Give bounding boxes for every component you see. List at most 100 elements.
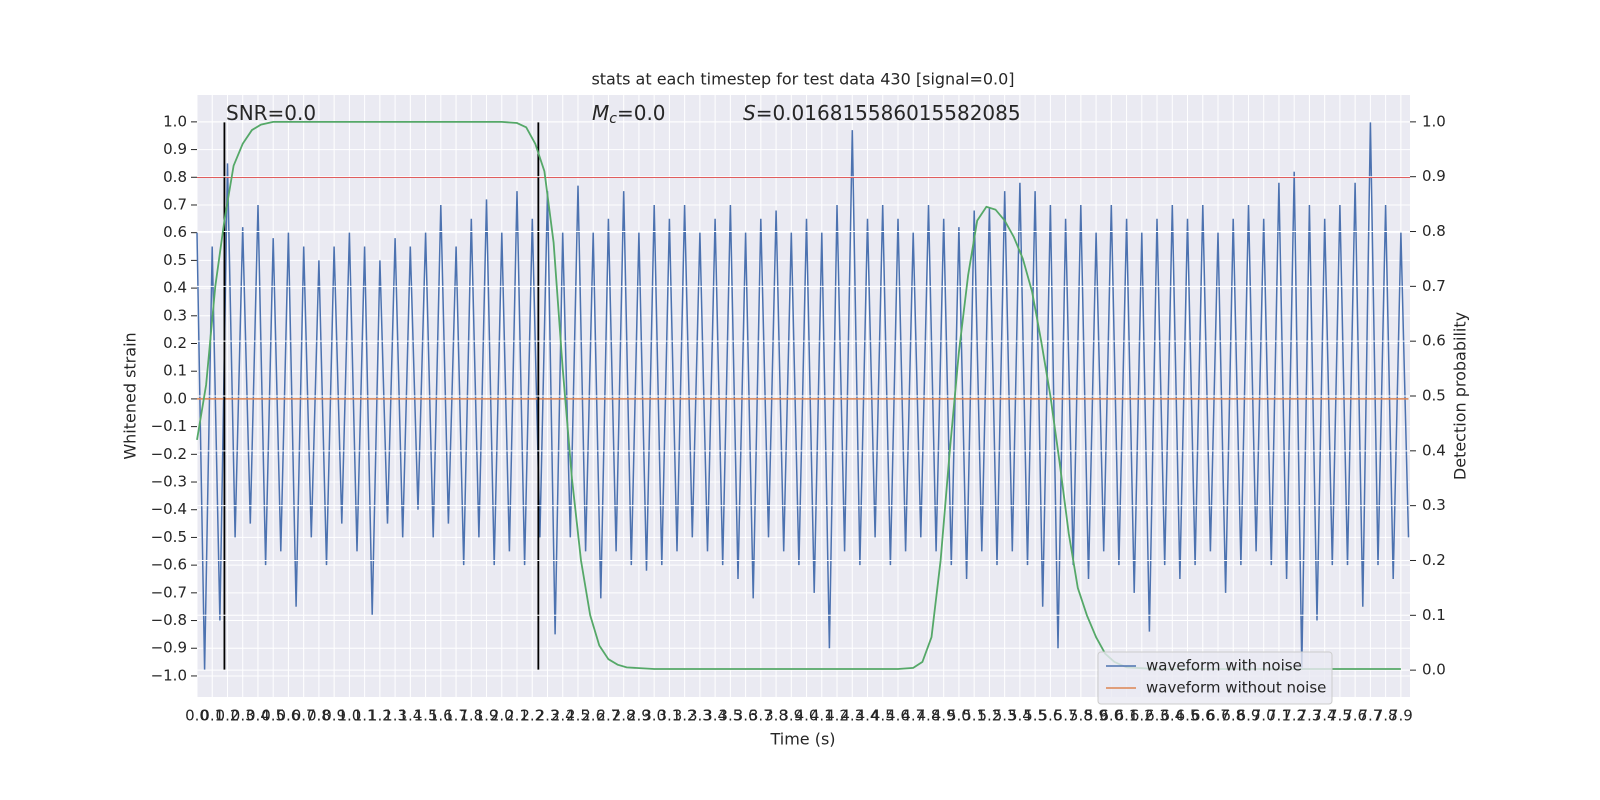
x-tick-label: 7.2 (1282, 707, 1306, 725)
x-tick-label: 5.5 (1023, 707, 1047, 725)
y2-tick-label: 0.1 (1422, 606, 1446, 624)
y-axis-label: Whitened strain (121, 332, 140, 459)
x-tick-label: 2.4 (551, 707, 575, 725)
x-tick-label: 0.4 (246, 707, 270, 725)
annotation: S=0.016815586015582085 (743, 101, 1021, 125)
x-tick-label: 6.2 (1130, 707, 1154, 725)
y-tick-label: −0.5 (151, 528, 187, 546)
y2-tick-label: 0.2 (1422, 551, 1446, 569)
x-tick-label: 0.1 (200, 707, 224, 725)
x-tick-label: 6.7 (1206, 707, 1230, 725)
annotation-text: =0.0 (617, 101, 666, 125)
x-tick-label: 1.4 (398, 707, 422, 725)
y-tick-label: −0.6 (151, 556, 187, 574)
x-tick-label: 3.4 (703, 707, 727, 725)
x-tick-label: 3.8 (764, 707, 788, 725)
x-tick-label: 7.9 (1389, 707, 1413, 725)
x-tick-label: 2.5 (566, 707, 590, 725)
x-tick-label: 7.1 (1267, 707, 1291, 725)
y-tick-label: −0.4 (151, 500, 187, 518)
x-tick-label: 4.1 (810, 707, 834, 725)
y2-tick-label: 0.4 (1422, 441, 1446, 459)
x-tick-label: 7.0 (1252, 707, 1276, 725)
data-line (196, 121, 1401, 670)
x-tick-label: 5.9 (1084, 707, 1108, 725)
y-tick-label: −0.8 (151, 611, 187, 629)
y2-axis-label: Detection probability (1451, 312, 1470, 480)
x-tick-label: 6.9 (1237, 707, 1261, 725)
y2-tick-label: 0.0 (1422, 661, 1446, 679)
x-tick-label: 1.5 (414, 707, 438, 725)
x-tick-label: 1.8 (459, 707, 483, 725)
x-tick-label: 2.9 (627, 707, 651, 725)
data-line (196, 121, 1410, 671)
x-tick-label: 0.7 (292, 707, 316, 725)
y-tick-label: −0.3 (151, 473, 187, 491)
y-tick-label: −0.1 (151, 417, 187, 435)
x-tick-label: 5.0 (947, 707, 971, 725)
y-tick-label: 1.0 (163, 112, 187, 130)
chart-title: stats at each timestep for test data 430… (591, 70, 1014, 89)
x-tick-label: 5.8 (1069, 707, 1093, 725)
x-tick-label: 7.5 (1328, 707, 1352, 725)
y-tick-label: 0.0 (163, 389, 187, 407)
y-tick-label: 0.7 (163, 195, 187, 213)
x-tick-label: 4.4 (856, 707, 880, 725)
x-tick-label: 0.6 (277, 707, 301, 725)
x-tick-label: 6.3 (1145, 707, 1169, 725)
y2-tick-label: 0.6 (1422, 332, 1446, 350)
y2-tick-label: 1.0 (1422, 112, 1446, 130)
x-tick-label: 0.3 (231, 707, 255, 725)
annotation-text: =0.016815586015582085 (756, 101, 1021, 125)
x-tick-label: 6.8 (1221, 707, 1245, 725)
x-tick-label: 4.6 (886, 707, 910, 725)
x-tick-label: 5.6 (1038, 707, 1062, 725)
x-tick-label: 7.7 (1358, 707, 1382, 725)
x-tick-label: 7.3 (1297, 707, 1321, 725)
y-tick-label: −0.2 (151, 445, 187, 463)
x-tick-label: 2.8 (612, 707, 636, 725)
y2-tick-label: 0.9 (1422, 167, 1446, 185)
legend-label: waveform without noise (1146, 679, 1326, 697)
x-tick-label: 5.7 (1054, 707, 1078, 725)
x-tick-label: 6.4 (1160, 707, 1184, 725)
y-tick-label: −1.0 (151, 666, 187, 684)
y-tick-label: 0.8 (163, 168, 187, 186)
x-tick-label: 7.4 (1313, 707, 1337, 725)
annotation-text: SNR=0.0 (226, 101, 316, 125)
x-tick-label: 3.2 (673, 707, 697, 725)
x-tick-label: 3.6 (734, 707, 758, 725)
x-tick-label: 3.9 (779, 707, 803, 725)
x-tick-label: 3.7 (749, 707, 773, 725)
y2-tick-label: 0.5 (1422, 387, 1446, 405)
x-tick-label: 1.1 (353, 707, 377, 725)
annotation-subscript: c (609, 111, 617, 127)
legend-label: waveform with noise (1146, 657, 1302, 675)
x-tick-label: 3.3 (688, 707, 712, 725)
x-tick-label: 6.0 (1099, 707, 1123, 725)
y-tick-label: 0.1 (163, 362, 187, 380)
x-tick-label: 4.0 (795, 707, 819, 725)
x-tick-label: 1.0 (337, 707, 361, 725)
x-tick-label: 2.0 (490, 707, 514, 725)
x-tick-label: 2.2 (520, 707, 544, 725)
x-tick-label: 0.5 (261, 707, 285, 725)
x-tick-label: 1.9 (475, 707, 499, 725)
x-tick-label: 3.1 (657, 707, 681, 725)
y-tick-label: 0.5 (163, 251, 187, 269)
x-tick-label: 4.3 (840, 707, 864, 725)
y-tick-label: 0.9 (163, 140, 187, 158)
x-tick-label: 2.7 (597, 707, 621, 725)
x-tick-label: 2.6 (581, 707, 605, 725)
annotation: SNR=0.0 (226, 101, 316, 125)
x-tick-label: 2.3 (536, 707, 560, 725)
x-tick-label: 4.2 (825, 707, 849, 725)
y-tick-label: −0.7 (151, 583, 187, 601)
y-tick-label: −0.9 (151, 639, 187, 657)
x-tick-label: 3.5 (718, 707, 742, 725)
x-tick-label: 4.7 (901, 707, 925, 725)
y-tick-label: 0.2 (163, 334, 187, 352)
x-tick-label: 4.5 (871, 707, 895, 725)
